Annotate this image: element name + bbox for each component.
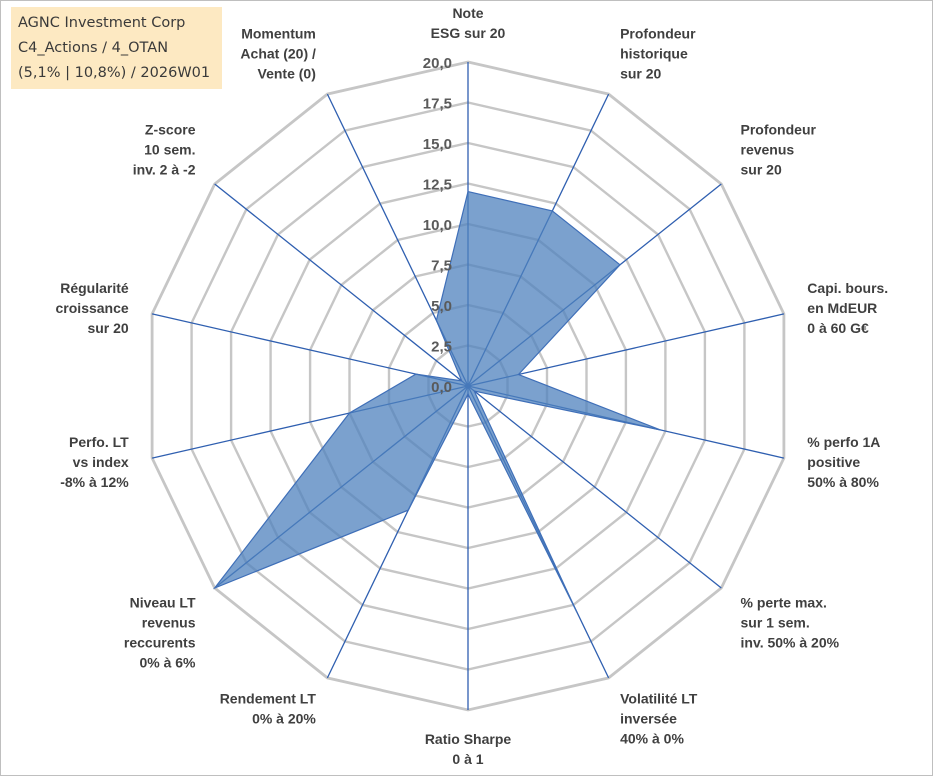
axis-label: Momentum Achat (20) / Vente (0)	[240, 25, 316, 81]
axis-label: % perfo 1A positive 50% à 80%	[807, 434, 880, 490]
series-area	[212, 190, 661, 613]
tick-label: 12,5	[423, 177, 452, 194]
info-stats: (5,1% | 10,8%) / 2026W01	[18, 65, 211, 81]
axis-label: Volatilité LT inversée 40% à 0%	[620, 691, 698, 747]
tick-label: 7,5	[431, 258, 452, 275]
axis-label: Capi. bours. en MdEUR 0 à 60 G€	[807, 280, 888, 336]
info-category: C4_Actions / 4_OTAN	[18, 40, 169, 56]
tick-label: 10,0	[423, 217, 452, 234]
axis-label: Z-score 10 sem. inv. 2 à -2	[133, 121, 196, 177]
axis-label: % perte max. sur 1 sem. inv. 50% à 20%	[741, 595, 840, 651]
tick-label: 5,0	[431, 298, 452, 315]
axis-label: Note ESG sur 20	[431, 5, 506, 41]
tick-label: 15,0	[423, 136, 452, 153]
axis-spoke	[467, 385, 722, 589]
axis-label: Niveau LT revenus reccurents 0% à 6%	[124, 595, 196, 671]
axis-label: Régularité croissance sur 20	[56, 280, 129, 336]
radar-axis-labels: Note ESG sur 20 Profondeur historique sur 20…	[56, 5, 889, 767]
tick-label: 20,0	[423, 55, 452, 72]
axis-spoke	[467, 313, 785, 387]
axis-label: Rendement LT 0% à 20%	[220, 691, 317, 727]
axis-label: Profondeur revenus sur 20	[741, 121, 817, 177]
radar-series	[212, 190, 661, 613]
axis-label: Perfo. LT vs index -8% à 12%	[60, 434, 129, 490]
axis-spoke	[214, 183, 469, 387]
tick-label: 0,0	[431, 379, 452, 396]
radar-tick-labels: 0,0 2,5 5,0 7,5 10,0 12,5 15,0 17,5 20,0	[423, 55, 452, 396]
tick-label: 17,5	[423, 96, 452, 113]
axis-label: Profondeur historique sur 20	[620, 25, 696, 81]
info-company: AGNC Investment Corp	[18, 15, 186, 31]
info-box: AGNC Investment Corp C4_Actions / 4_OTAN…	[11, 7, 222, 89]
axis-label: Ratio Sharpe 0 à 1	[425, 731, 512, 767]
tick-label: 2,5	[431, 339, 452, 356]
